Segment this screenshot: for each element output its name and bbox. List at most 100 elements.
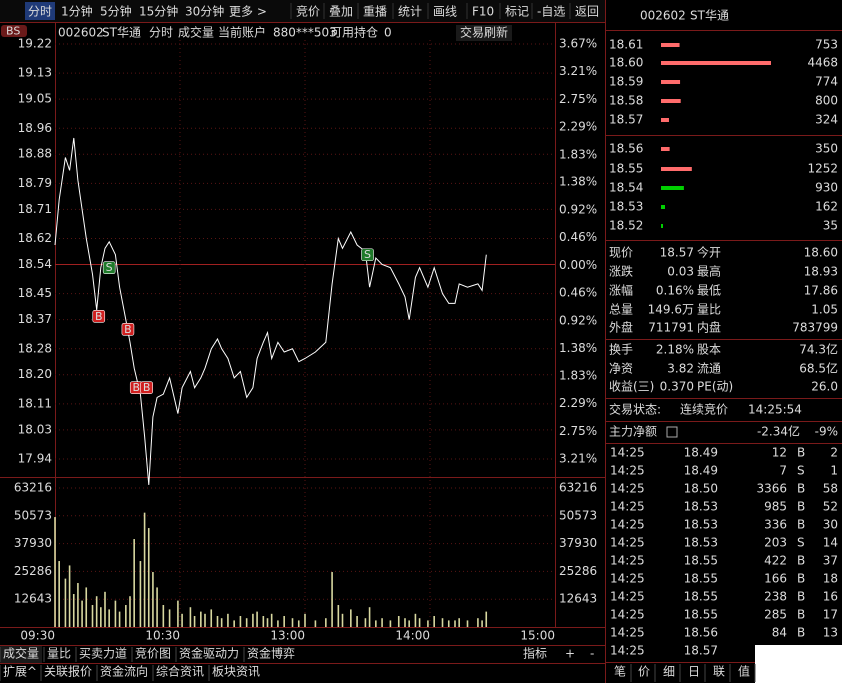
info-item: 当前账户 xyxy=(218,25,266,40)
book-price: 18.61 xyxy=(609,38,643,52)
toolbar-button[interactable]: 竞价 xyxy=(296,5,320,19)
volume-bar xyxy=(408,620,410,627)
toolbar-button[interactable]: 返回 xyxy=(575,5,599,19)
bottom-tab[interactable]: 量比 xyxy=(47,647,71,661)
volume-bar xyxy=(227,613,229,627)
info-item: 0 xyxy=(384,26,392,40)
volume-tick-label: 12643 xyxy=(559,592,597,606)
y-tick-label: 18.37 xyxy=(18,312,52,326)
y-tick-label: 18.20 xyxy=(18,367,52,381)
bottom-tab[interactable]: 关联报价 xyxy=(44,664,92,679)
stock-name: ST华通 xyxy=(102,26,141,40)
side-tab[interactable]: 价 xyxy=(638,665,650,679)
volume-bar xyxy=(314,620,317,627)
quote-value: 2.18% xyxy=(656,343,694,357)
bottom-tab[interactable]: 资金博弈 xyxy=(247,646,295,661)
volume-bar xyxy=(245,618,248,627)
y-tick-label: 17.94 xyxy=(18,452,52,466)
volume-bar xyxy=(233,620,235,627)
volume-bar xyxy=(189,607,192,627)
volume-tick-label: 25286 xyxy=(14,564,52,578)
bottom-tab[interactable]: 买卖力道 xyxy=(79,647,127,661)
toolbar-button[interactable]: 叠加 xyxy=(329,5,353,19)
trade-count: 37 xyxy=(823,554,838,568)
side-tab[interactable]: 细 xyxy=(663,665,675,679)
volume-bar xyxy=(262,616,265,627)
volume-bar xyxy=(58,561,60,627)
volume-bar xyxy=(341,613,344,627)
bottom-tab[interactable]: 竞价图 xyxy=(135,647,171,661)
bottom-tool[interactable]: 指标 xyxy=(523,646,547,661)
y2-tick-label: 2.29% xyxy=(559,120,597,134)
volume-bar xyxy=(133,539,135,627)
volume-bar xyxy=(125,605,127,627)
toolbar-button[interactable]: F10 xyxy=(472,5,494,19)
y-tick-label: 18.11 xyxy=(18,396,52,410)
bottom-tab[interactable]: 扩展^ xyxy=(3,665,37,679)
side-tab[interactable]: 日 xyxy=(688,665,700,679)
toolbar-tab[interactable]: 5分钟 xyxy=(100,4,132,19)
quote-label: 股本 xyxy=(697,343,721,357)
trade-mark-label: B xyxy=(132,381,140,394)
bottom-tab[interactable]: 板块资讯 xyxy=(212,665,260,679)
volume-bar xyxy=(108,609,110,627)
toolbar-button[interactable]: 画线 xyxy=(433,5,457,19)
volume-bar xyxy=(337,605,340,627)
volume-tick-label: 63216 xyxy=(559,481,597,495)
bottom-tab[interactable]: 资金驱动力 xyxy=(179,646,239,661)
y-tick-label: 18.62 xyxy=(18,231,52,245)
book-price: 18.57 xyxy=(609,113,643,127)
trade-volume: 203 xyxy=(764,536,787,550)
trade-price: 18.49 xyxy=(684,446,718,460)
toolbar-tab[interactable]: 更多 > xyxy=(229,5,267,19)
book-bar xyxy=(661,167,692,171)
volume-tick-label: 25286 xyxy=(559,564,597,578)
toolbar-button[interactable]: -自选 xyxy=(537,5,565,19)
side-tab[interactable]: 笔 xyxy=(614,664,626,679)
y-tick-label: 18.54 xyxy=(18,257,52,271)
trade-volume: 166 xyxy=(764,572,787,586)
volume-tick-label: 12643 xyxy=(14,592,52,606)
bottom-tab[interactable]: 成交量 xyxy=(3,646,39,661)
trade-volume: 238 xyxy=(764,590,787,604)
toolbar-tab[interactable]: 30分钟 xyxy=(185,4,224,19)
quote-value: 17.86 xyxy=(804,284,838,298)
bottom-tool[interactable]: + xyxy=(565,647,575,661)
y2-tick-label: 2.75% xyxy=(559,424,597,438)
main-net-value: -2.34亿 xyxy=(757,424,800,439)
y-tick-label: 18.88 xyxy=(18,147,52,161)
quote-value: 3.82 xyxy=(667,362,694,376)
trade-volume: 336 xyxy=(764,518,787,532)
book-volume: 35 xyxy=(823,219,838,233)
trade-time: 14:25 xyxy=(610,464,645,478)
book-price: 18.56 xyxy=(609,142,643,156)
trade-volume: 422 xyxy=(764,554,787,568)
side-tab[interactable]: 联 xyxy=(713,665,725,679)
trade-volume: 84 xyxy=(772,626,787,640)
volume-bar xyxy=(68,565,71,627)
side-tab[interactable]: 值 xyxy=(738,664,750,679)
book-volume: 930 xyxy=(815,181,838,195)
trade-price: 18.53 xyxy=(684,536,718,550)
trade-price: 18.55 xyxy=(684,608,718,622)
bottom-tool[interactable]: - xyxy=(590,647,594,661)
volume-tick-label: 63216 xyxy=(14,481,52,495)
refresh-button[interactable]: 交易刷新 xyxy=(460,25,508,40)
y-tick-label: 18.71 xyxy=(18,202,52,216)
toolbar-button[interactable]: 统计 xyxy=(398,5,422,19)
panel-code: 002602 xyxy=(640,9,686,23)
toolbar-tab[interactable]: 分时 xyxy=(28,5,52,19)
toolbar-button[interactable]: 标记 xyxy=(505,5,529,19)
main-net-pct: -9% xyxy=(815,425,838,439)
toolbar-button[interactable]: 重播 xyxy=(363,5,387,19)
bottom-tab[interactable]: 综合资讯 xyxy=(156,664,204,679)
y2-tick-label: 3.21% xyxy=(559,64,597,78)
bottom-tab[interactable]: 资金流向 xyxy=(100,664,148,679)
y-tick-label: 18.28 xyxy=(18,341,52,355)
toolbar-tab[interactable]: 15分钟 xyxy=(139,4,178,19)
toolbar-tab[interactable]: 1分钟 xyxy=(61,4,93,19)
volume-bar xyxy=(414,613,417,627)
trade-time: 14:25 xyxy=(610,572,645,586)
